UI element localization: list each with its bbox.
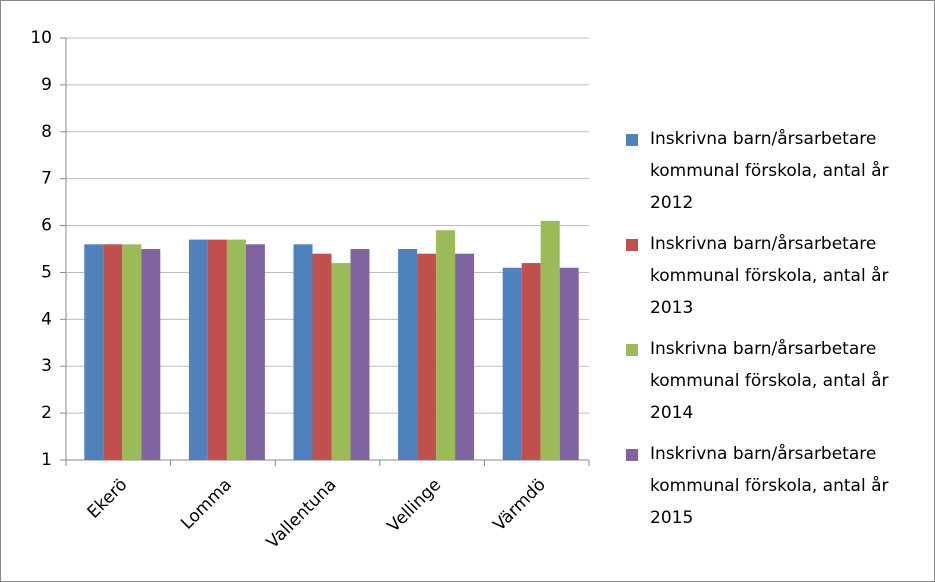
bar (559, 267, 579, 460)
y-tick-label: 8 (41, 122, 52, 142)
y-tick-label: 10 (30, 28, 52, 48)
y-tick-label: 4 (41, 309, 52, 329)
bar (245, 244, 265, 460)
y-tick-label: 6 (41, 216, 52, 236)
legend-label: Inskrivna barn/årsarbetare kommunal förs… (650, 339, 889, 423)
legend-swatch (626, 134, 638, 146)
bar (141, 249, 161, 460)
bar (398, 249, 418, 460)
legend-swatch (626, 344, 638, 356)
bar (417, 253, 437, 460)
y-tick-label: 3 (41, 356, 52, 376)
legend-label: Inskrivna barn/årsarbetare kommunal förs… (650, 444, 889, 528)
bar (84, 244, 104, 460)
x-tick-label: Vallentuna (263, 475, 341, 553)
bar (312, 253, 332, 460)
legend-swatch (626, 449, 638, 461)
bar (122, 244, 142, 460)
bar (436, 230, 456, 460)
y-tick-label: 2 (41, 403, 52, 423)
bar (293, 244, 313, 460)
bar (226, 239, 246, 460)
bar (502, 267, 522, 460)
legend-entry: Inskrivna barn/årsarbetare kommunal förs… (626, 123, 926, 219)
x-tick-label: Lomma (177, 475, 236, 534)
legend-label: Inskrivna barn/årsarbetare kommunal förs… (650, 129, 889, 213)
bar (521, 263, 541, 460)
y-tick-label: 5 (41, 262, 52, 282)
y-tick-label: 9 (41, 75, 52, 95)
legend-label: Inskrivna barn/årsarbetare kommunal förs… (650, 234, 889, 318)
legend-entry: Inskrivna barn/årsarbetare kommunal förs… (626, 228, 926, 324)
legend-entry: Inskrivna barn/årsarbetare kommunal förs… (626, 438, 926, 534)
bar (103, 244, 123, 460)
x-tick-label: Ekerö (84, 475, 132, 523)
x-tick-label: Värmdö (490, 475, 550, 535)
legend-entry: Inskrivna barn/årsarbetare kommunal förs… (626, 333, 926, 429)
bar (540, 220, 560, 460)
legend-swatch (626, 239, 638, 251)
legend: Inskrivna barn/årsarbetare kommunal förs… (626, 123, 926, 543)
x-tick-label: Vellinge (384, 475, 445, 536)
bar (331, 263, 351, 460)
bar (455, 253, 475, 460)
y-tick-label: 1 (41, 450, 52, 470)
bar (188, 239, 208, 460)
y-tick-label: 7 (41, 169, 52, 189)
bar (350, 249, 370, 460)
bar (207, 239, 227, 460)
